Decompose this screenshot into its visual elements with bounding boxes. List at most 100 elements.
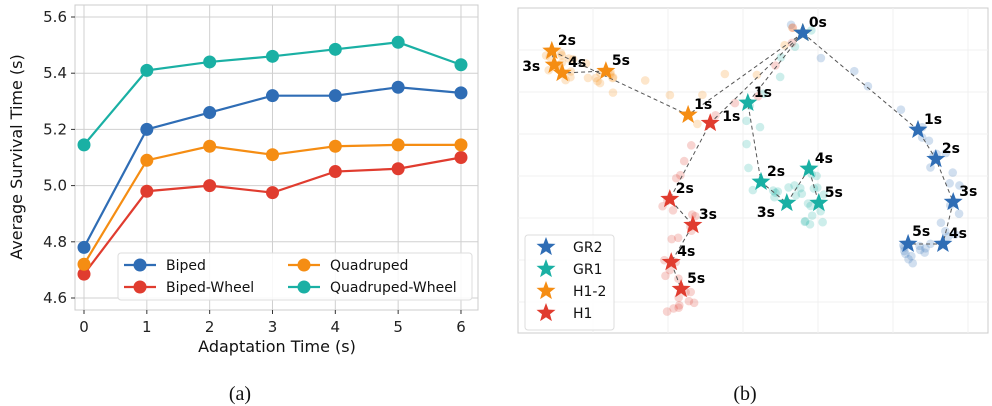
faded-point (915, 241, 924, 251)
time-label: 1s (694, 97, 712, 113)
star-marker (738, 92, 758, 111)
time-label: 4s (949, 226, 967, 242)
time-label: 4s (677, 244, 695, 260)
x-tick-label: 4 (331, 318, 341, 336)
legend (524, 234, 615, 331)
faded-point (908, 258, 918, 268)
star-marker (700, 113, 720, 132)
faded-point (748, 185, 758, 195)
legend-marker (133, 258, 147, 272)
survival-time-chart: 4.6 4.8 5.0 5.2 5.4 5.6 0 1 2 3 4 5 6 Adaptation Time… (7, 4, 479, 356)
time-label: 0s (809, 15, 827, 31)
faded-point (936, 218, 946, 228)
faded-point (730, 98, 740, 108)
data-point (328, 42, 342, 56)
legend-label: H1 (573, 306, 592, 322)
star-marker (926, 149, 946, 168)
faded-point (800, 216, 810, 226)
time-label: 4s (815, 151, 833, 167)
faded-point (662, 307, 672, 316)
data-point (140, 153, 154, 167)
legend-marker (297, 280, 311, 294)
faded-point (686, 287, 696, 297)
faded-point (807, 211, 817, 220)
time-label: 5s (612, 53, 630, 69)
star-marker (908, 119, 928, 138)
faded-point (693, 119, 702, 129)
data-point (265, 89, 279, 103)
x-tick-label: 3 (268, 318, 278, 336)
faded-point (676, 170, 685, 180)
x-tick-label: 2 (205, 318, 215, 336)
faded-point (583, 73, 593, 83)
faded-point (773, 187, 783, 196)
faded-point (943, 232, 953, 241)
faded-point (786, 20, 796, 30)
faded-point (665, 90, 675, 100)
faded-point (796, 183, 805, 193)
legend-marker (133, 280, 147, 294)
faded-point (661, 271, 670, 281)
legend-label: Biped (166, 258, 206, 274)
data-point (77, 257, 91, 271)
faded-point (581, 59, 591, 68)
faded-point (790, 42, 800, 51)
faded-point (818, 217, 827, 227)
time-label: 3s (699, 207, 717, 223)
faded-point (941, 148, 951, 158)
legend-marker (297, 258, 311, 272)
faded-point (671, 173, 681, 183)
time-label: 3s (959, 184, 977, 200)
star-marker (933, 233, 953, 252)
faded-point (819, 190, 829, 199)
star-marker (544, 54, 564, 73)
time-label: 3s (757, 205, 775, 221)
star-marker (751, 171, 771, 190)
y-tick-label: 5.0 (43, 177, 67, 195)
faded-point (744, 163, 753, 173)
star-marker (793, 23, 813, 42)
faded-point (755, 122, 765, 132)
legend-star (536, 303, 556, 322)
time-label: 1s (722, 109, 740, 125)
faded-point (907, 251, 916, 261)
faded-point (791, 191, 801, 200)
faded-point (674, 303, 683, 313)
time-label: 4s (568, 55, 586, 71)
star-marker (809, 193, 829, 212)
data-point (203, 55, 217, 69)
faded-point (954, 209, 964, 218)
trajectory-h1-2 (551, 32, 804, 116)
faded-point (924, 136, 934, 146)
legend-label: Biped-Wheel (166, 280, 254, 296)
faded-point (608, 73, 618, 82)
faded-point (564, 54, 574, 63)
faded-point (753, 91, 763, 101)
data-point (328, 139, 342, 153)
faded-point (948, 168, 958, 177)
x-tick-label: 1 (142, 318, 152, 336)
time-label: 2s (767, 164, 785, 180)
trajectory-gr1 (747, 32, 820, 204)
faded-point (812, 171, 821, 181)
faded-point (669, 304, 678, 313)
data-point (140, 184, 154, 198)
star-marker (542, 40, 562, 59)
faded-point (816, 53, 826, 63)
faded-point (775, 72, 785, 82)
star-marker (943, 192, 963, 211)
time-label: 2s (558, 33, 576, 49)
time-label: 5s (825, 185, 843, 201)
faded-point (800, 217, 810, 227)
faded-point (941, 226, 950, 236)
star-marker (661, 252, 681, 271)
faded-point (904, 254, 913, 264)
data-point (454, 151, 468, 164)
data-point (391, 138, 405, 152)
faded-point (812, 183, 822, 192)
star-marker (799, 158, 819, 177)
faded-point (679, 156, 689, 166)
faded-point (640, 76, 650, 85)
faded-point (591, 73, 601, 83)
